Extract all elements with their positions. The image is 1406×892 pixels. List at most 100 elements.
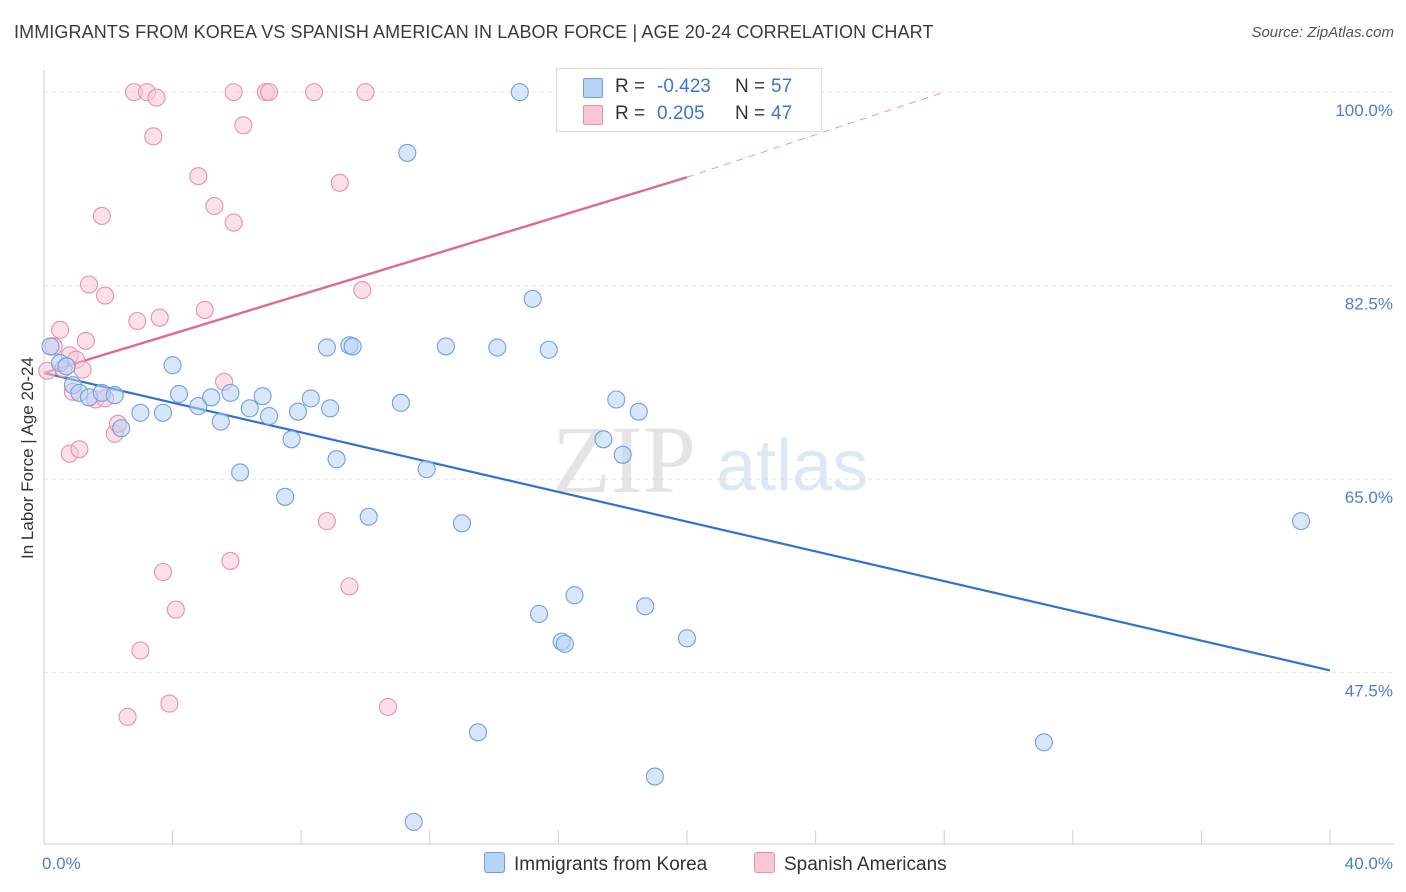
tick-labels: 47.5% 65.0% 82.5% 100.0% 0.0% 40.0% [42,101,1393,873]
spanish-point-42 [340,577,359,596]
spanish-point-33 [221,551,240,570]
spanish-point-14 [96,286,115,305]
spanish-point-18 [118,707,137,726]
spanish-r-value: 0.205 [657,103,705,124]
korea-n-value: 57 [771,76,793,97]
korea-point-9 [131,403,150,422]
spanish-point-10 [76,331,95,350]
korea-legend-swatch [484,852,505,873]
korea-point-0 [41,337,60,356]
korea-point-17 [231,463,250,482]
korea-point-26 [321,399,340,418]
legend-row-spanish: R = 0.205 N = 47 [557,100,821,128]
spanish-point-41 [330,173,349,192]
korea-r-value: -0.423 [657,76,711,97]
korea-point-38 [488,338,507,357]
korea-point-37 [468,723,488,742]
korea-point-13 [189,397,208,416]
korea-r-label: R = [615,76,646,97]
korea-point-35 [436,337,455,356]
korea-legend-label: Immigrants from Korea [514,854,708,875]
korea-point-49 [629,402,648,421]
chart-title: IMMIGRANTS FROM KOREA VS SPANISH AMERICA… [14,22,934,42]
spanish-point-45 [378,697,398,716]
korea-point-15 [211,412,230,431]
korea-point-33 [404,812,423,831]
korea-point-45 [565,586,584,605]
watermark-atlas: atlas [716,426,868,506]
korea-point-34 [417,460,436,479]
korea-point-36 [452,514,472,533]
korea-point-32 [398,143,417,162]
korea-point-47 [607,390,626,409]
spanish-point-25 [150,308,169,327]
korea-point-48 [613,445,632,464]
spanish-point-34 [224,213,243,232]
trend-lines [43,91,1331,672]
korea-point-2 [57,357,76,376]
series-legend: Immigrants from Korea Spanish Americans [0,852,1406,878]
korea-point-39 [510,83,529,102]
x-tick-label-0: 0.0% [42,854,81,873]
y-tick-label-3: 100.0% [1335,101,1393,120]
spanish-point-43 [353,280,372,300]
korea-point-10 [153,403,173,422]
korea-point-12 [169,384,189,404]
korea-point-46 [594,430,613,449]
spanish-point-44 [356,83,375,102]
korea-point-51 [645,767,664,786]
spanish-point-30 [195,300,214,319]
spanish-r-label: R = [615,103,646,124]
spanish-point-23 [144,127,163,146]
spanish-point-20 [128,311,147,331]
korea-point-20 [259,407,279,426]
spanish-point-35 [224,83,243,102]
spanish-point-2 [51,320,70,339]
korea-point-23 [288,402,308,421]
spanish-point-24 [147,88,166,107]
spanish-point-13 [92,206,111,226]
spanish-point-36 [234,116,253,135]
grid-lines [44,91,1394,674]
legend-item-korea[interactable]: Immigrants from Korea [484,852,707,876]
spanish-point-26 [153,562,173,582]
axes [43,70,1394,845]
korea-swatch [583,78,603,98]
spanish-point-11 [79,275,99,294]
spanish-n-label: N = [735,103,766,124]
korea-point-53 [1034,733,1053,752]
spanish-n-value: 47 [771,103,793,124]
korea-point-31 [391,393,410,412]
korea-point-50 [636,597,655,616]
korea-n-label: N = [735,76,766,97]
x-tick-label-1: 40.0% [1345,854,1393,873]
korea-point-40 [523,289,542,308]
korea-point-19 [253,387,272,406]
korea-point-24 [301,389,320,408]
spanish-point-28 [166,600,185,619]
spanish-point-31 [205,196,224,216]
korea-point-16 [221,383,240,402]
trend-line-spanish [43,176,688,375]
korea-point-8 [112,419,131,438]
y-tick-label-2: 82.5% [1345,295,1393,314]
korea-point-14 [202,388,221,407]
korea-point-11 [163,356,182,375]
spanish-point-40 [317,512,336,531]
korea-point-52 [677,629,697,648]
source-credit: Source: ZipAtlas.com [1251,24,1394,41]
trend-line-spanish-extension [686,91,945,178]
korea-point-18 [240,399,259,418]
trend-line-korea [43,371,1331,672]
korea-point-25 [317,338,336,357]
spanish-point-29 [189,167,208,186]
spanish-point-38 [259,83,279,102]
spanish-point-39 [305,83,324,102]
legend-item-spanish[interactable]: Spanish Americans [754,852,947,876]
korea-point-29 [343,337,362,356]
y-tick-label-1: 65.0% [1345,488,1393,507]
korea-point-27 [327,450,346,469]
korea-point-42 [539,340,558,359]
spanish-legend-swatch [754,852,775,873]
spanish-point-27 [160,694,179,713]
